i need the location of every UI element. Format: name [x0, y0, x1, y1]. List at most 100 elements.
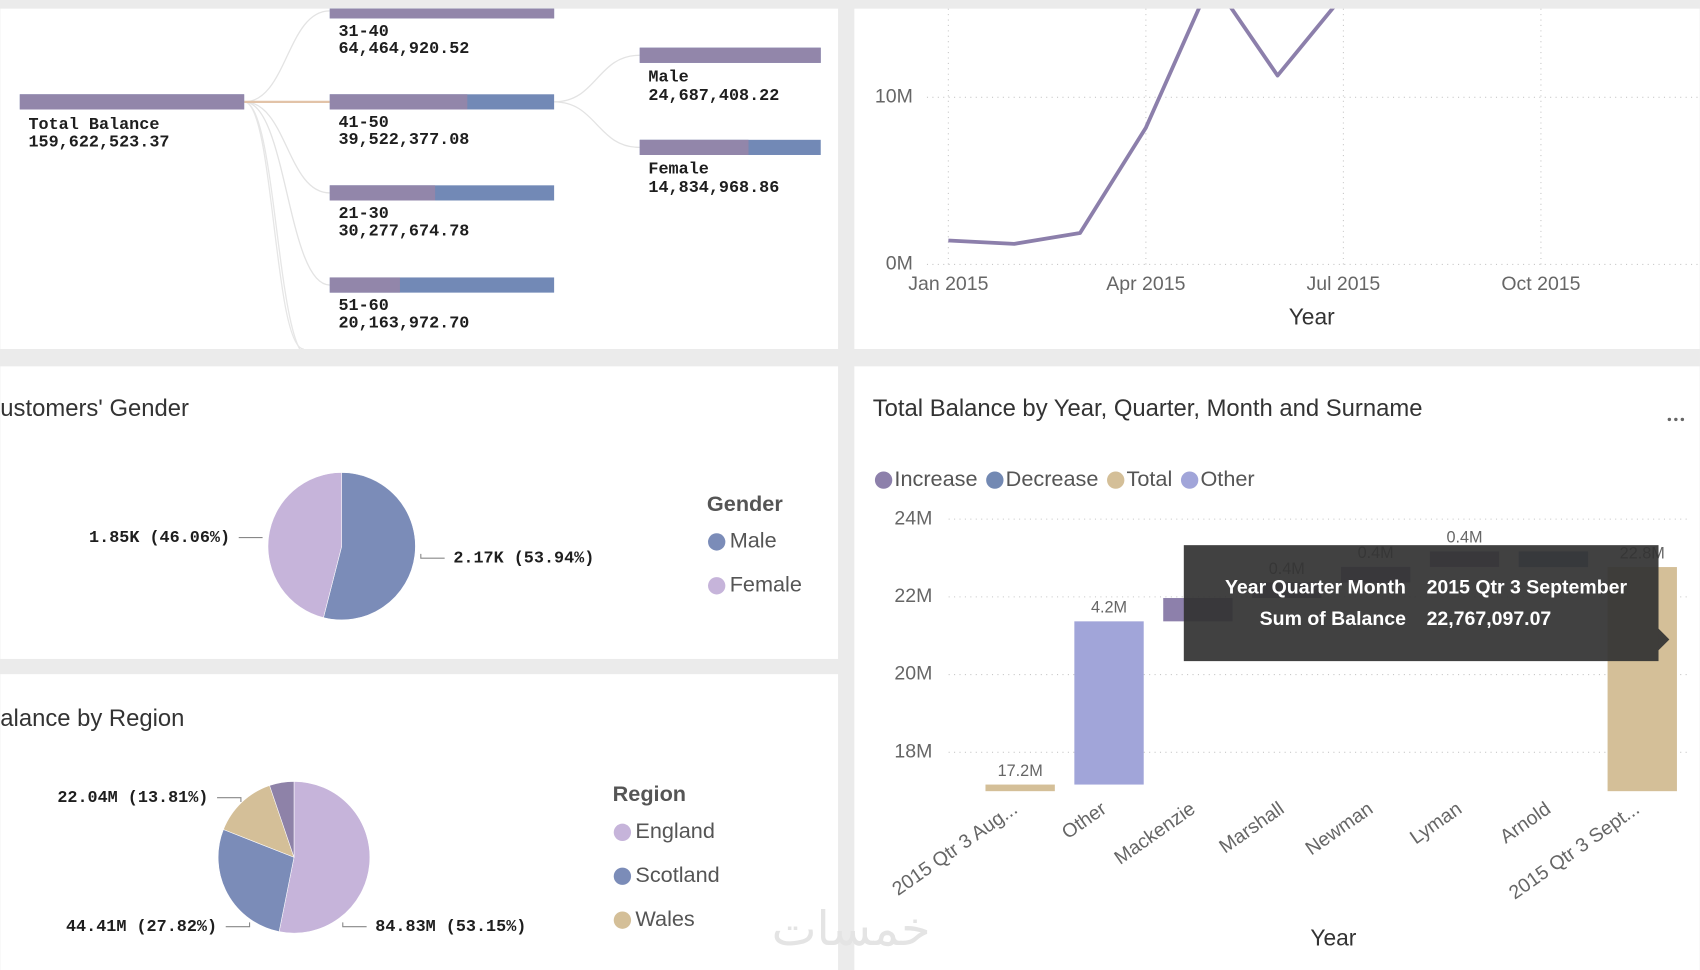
- bar: [329, 277, 400, 293]
- node-value: 64,464,920.52: [338, 40, 469, 59]
- tooltip-value: 22,767,097.07: [1427, 608, 1552, 630]
- pie-slice: [269, 781, 295, 858]
- connector: [554, 101, 640, 149]
- x-axis-title: Year: [1289, 304, 1335, 330]
- bar: [639, 47, 821, 63]
- y-tick-label: 22M: [894, 585, 932, 607]
- node-value: 39,522,377.08: [338, 131, 469, 150]
- legend-label: Scotland: [635, 862, 719, 887]
- legend-marker: [708, 533, 726, 551]
- tooltip-value: 2015 Qtr 3 September: [1427, 577, 1628, 599]
- chart-title: alance by Region: [0, 705, 184, 732]
- x-axis-title: Year: [1310, 925, 1356, 951]
- y-tick-label: 24M: [894, 507, 932, 529]
- pie-slice: [267, 472, 342, 618]
- y-tick-label: 0M: [886, 253, 913, 275]
- y-tick-label: 18M: [894, 740, 932, 762]
- data-label: 2.17K (53.94%): [453, 550, 594, 569]
- node-value: 24,687,408.22: [648, 87, 779, 106]
- legend-label: Other: [1200, 466, 1254, 491]
- y-tick-label: 20M: [894, 663, 932, 685]
- chart-title: Total Balance by Year, Quarter, Month an…: [873, 395, 1423, 422]
- data-label: 84.83M (53.15%): [375, 918, 526, 937]
- leader-line: [217, 797, 242, 803]
- connector: [554, 54, 640, 103]
- bar: [329, 185, 436, 201]
- legend-marker: [874, 471, 893, 489]
- connector: [243, 101, 304, 349]
- legend-label: Total: [1127, 466, 1173, 491]
- legend-title: Gender: [707, 491, 783, 516]
- connector: [243, 101, 301, 349]
- node-value: 20,163,972.70: [338, 314, 469, 333]
- pie-slice: [278, 781, 371, 934]
- x-tick-label: Jan 2015: [908, 273, 988, 295]
- menu-dot[interactable]: [1674, 417, 1678, 422]
- legend-label: Decrease: [1006, 466, 1099, 491]
- data-label: 1.85K (46.06%): [89, 529, 230, 548]
- bar: [19, 94, 245, 110]
- node-value: 30,277,674.78: [338, 222, 469, 241]
- panel: [854, 366, 1700, 970]
- y-tick-label: 10M: [875, 85, 913, 107]
- panel: [854, 8, 1700, 349]
- tooltip-box: [1183, 545, 1659, 662]
- menu-dot[interactable]: [1667, 417, 1672, 422]
- pie-slice: [217, 829, 295, 932]
- line: [948, 8, 1335, 246]
- connector: [244, 10, 330, 103]
- node-name: Female: [648, 161, 708, 180]
- legend-title: Region: [613, 781, 686, 806]
- legend-marker: [613, 911, 632, 929]
- node-name: 21-30: [338, 205, 388, 224]
- bar: [639, 139, 749, 155]
- pie-slice: [223, 785, 295, 858]
- data-label: 44.41M (27.82%): [66, 918, 217, 937]
- node-name: Male: [648, 68, 688, 87]
- connector: [244, 101, 330, 194]
- node-name: 31-40: [338, 23, 388, 42]
- connector: [244, 101, 330, 286]
- bar: [329, 94, 468, 110]
- leader-line: [225, 922, 251, 928]
- panel: [0, 674, 839, 970]
- x-tick-label: Oct 2015: [1501, 273, 1580, 295]
- line-chart: 0M 10M Jan 2015 Apr 2015 Jul 2015 Oct 2015 Yea…: [875, 8, 1700, 330]
- legend-marker: [613, 867, 632, 885]
- legend-label: Wales: [635, 906, 695, 931]
- leader-line: [342, 922, 367, 928]
- menu-dot[interactable]: [1680, 417, 1685, 422]
- legend-marker: [708, 577, 726, 595]
- chart-title: ustomers' Gender: [0, 395, 189, 422]
- tooltip: Year Quarter Month 2015 Qtr 3 September Su…: [1183, 545, 1670, 662]
- bar: [1074, 621, 1144, 785]
- legend-marker: [1107, 471, 1125, 489]
- watermark: خمسات: [772, 902, 931, 957]
- legend-label: Female: [730, 572, 802, 597]
- data-label: 17.2M: [998, 762, 1043, 780]
- bar: [329, 8, 555, 19]
- legend-marker: [613, 823, 632, 842]
- x-tick-label: Jul 2015: [1307, 273, 1381, 295]
- data-label: 0.4M: [1446, 529, 1482, 547]
- node-value: 159,622,523.37: [28, 133, 169, 152]
- legend-label: England: [635, 818, 714, 843]
- region-pie: alance by Region 84.83M (53.15%) 44.41M (2…: [0, 705, 719, 937]
- node-name: Total Balance: [28, 116, 159, 135]
- data-label: 22.04M (13.81%): [57, 789, 208, 808]
- node-name: 51-60: [338, 297, 388, 316]
- legend-marker: [986, 471, 1004, 489]
- node-value: 14,834,968.86: [648, 179, 779, 198]
- tooltip-key: Sum of Balance: [1260, 608, 1406, 630]
- tooltip-key: Year Quarter Month: [1225, 577, 1406, 599]
- legend-label: Increase: [894, 466, 977, 491]
- x-tick-label: Apr 2015: [1106, 273, 1185, 295]
- pie-slice: [323, 472, 416, 621]
- bar: [985, 784, 1055, 792]
- panel: [0, 366, 839, 659]
- gender-pie: ustomers' Gender 2.17K (53.94%) 1.85K (46.…: [0, 395, 802, 621]
- tooltip-arrow: [1658, 628, 1670, 651]
